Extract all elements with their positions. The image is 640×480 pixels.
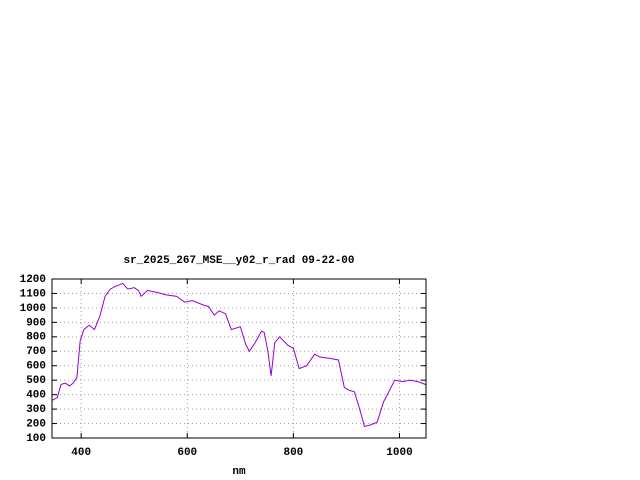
x-axis-label: nm	[232, 466, 246, 478]
y-tick-label: 800	[26, 332, 46, 344]
x-tick-label: 600	[177, 447, 197, 459]
plot-frame	[51, 278, 427, 439]
y-tick-label: 1000	[20, 303, 46, 315]
y-tick-label: 200	[26, 418, 46, 430]
y-tick-label: 500	[26, 375, 46, 387]
y-tick-label: 1200	[20, 274, 46, 286]
y-tick-label: 400	[26, 390, 46, 402]
data-line	[51, 282, 426, 428]
y-tick-label: 300	[26, 404, 46, 416]
y-tick-label: 900	[26, 317, 46, 329]
x-tick-label: 1000	[386, 447, 412, 459]
x-tick-label: 800	[283, 447, 303, 459]
x-tick-label: 400	[71, 447, 91, 459]
y-tick-label: 100	[26, 433, 46, 445]
chart-title: sr_2025_267_MSE__y02_r_rad 09-22-00	[123, 255, 354, 267]
y-tick-label: 600	[26, 361, 46, 373]
y-tick-label: 1100	[20, 288, 46, 300]
y-tick-label: 700	[26, 346, 46, 358]
